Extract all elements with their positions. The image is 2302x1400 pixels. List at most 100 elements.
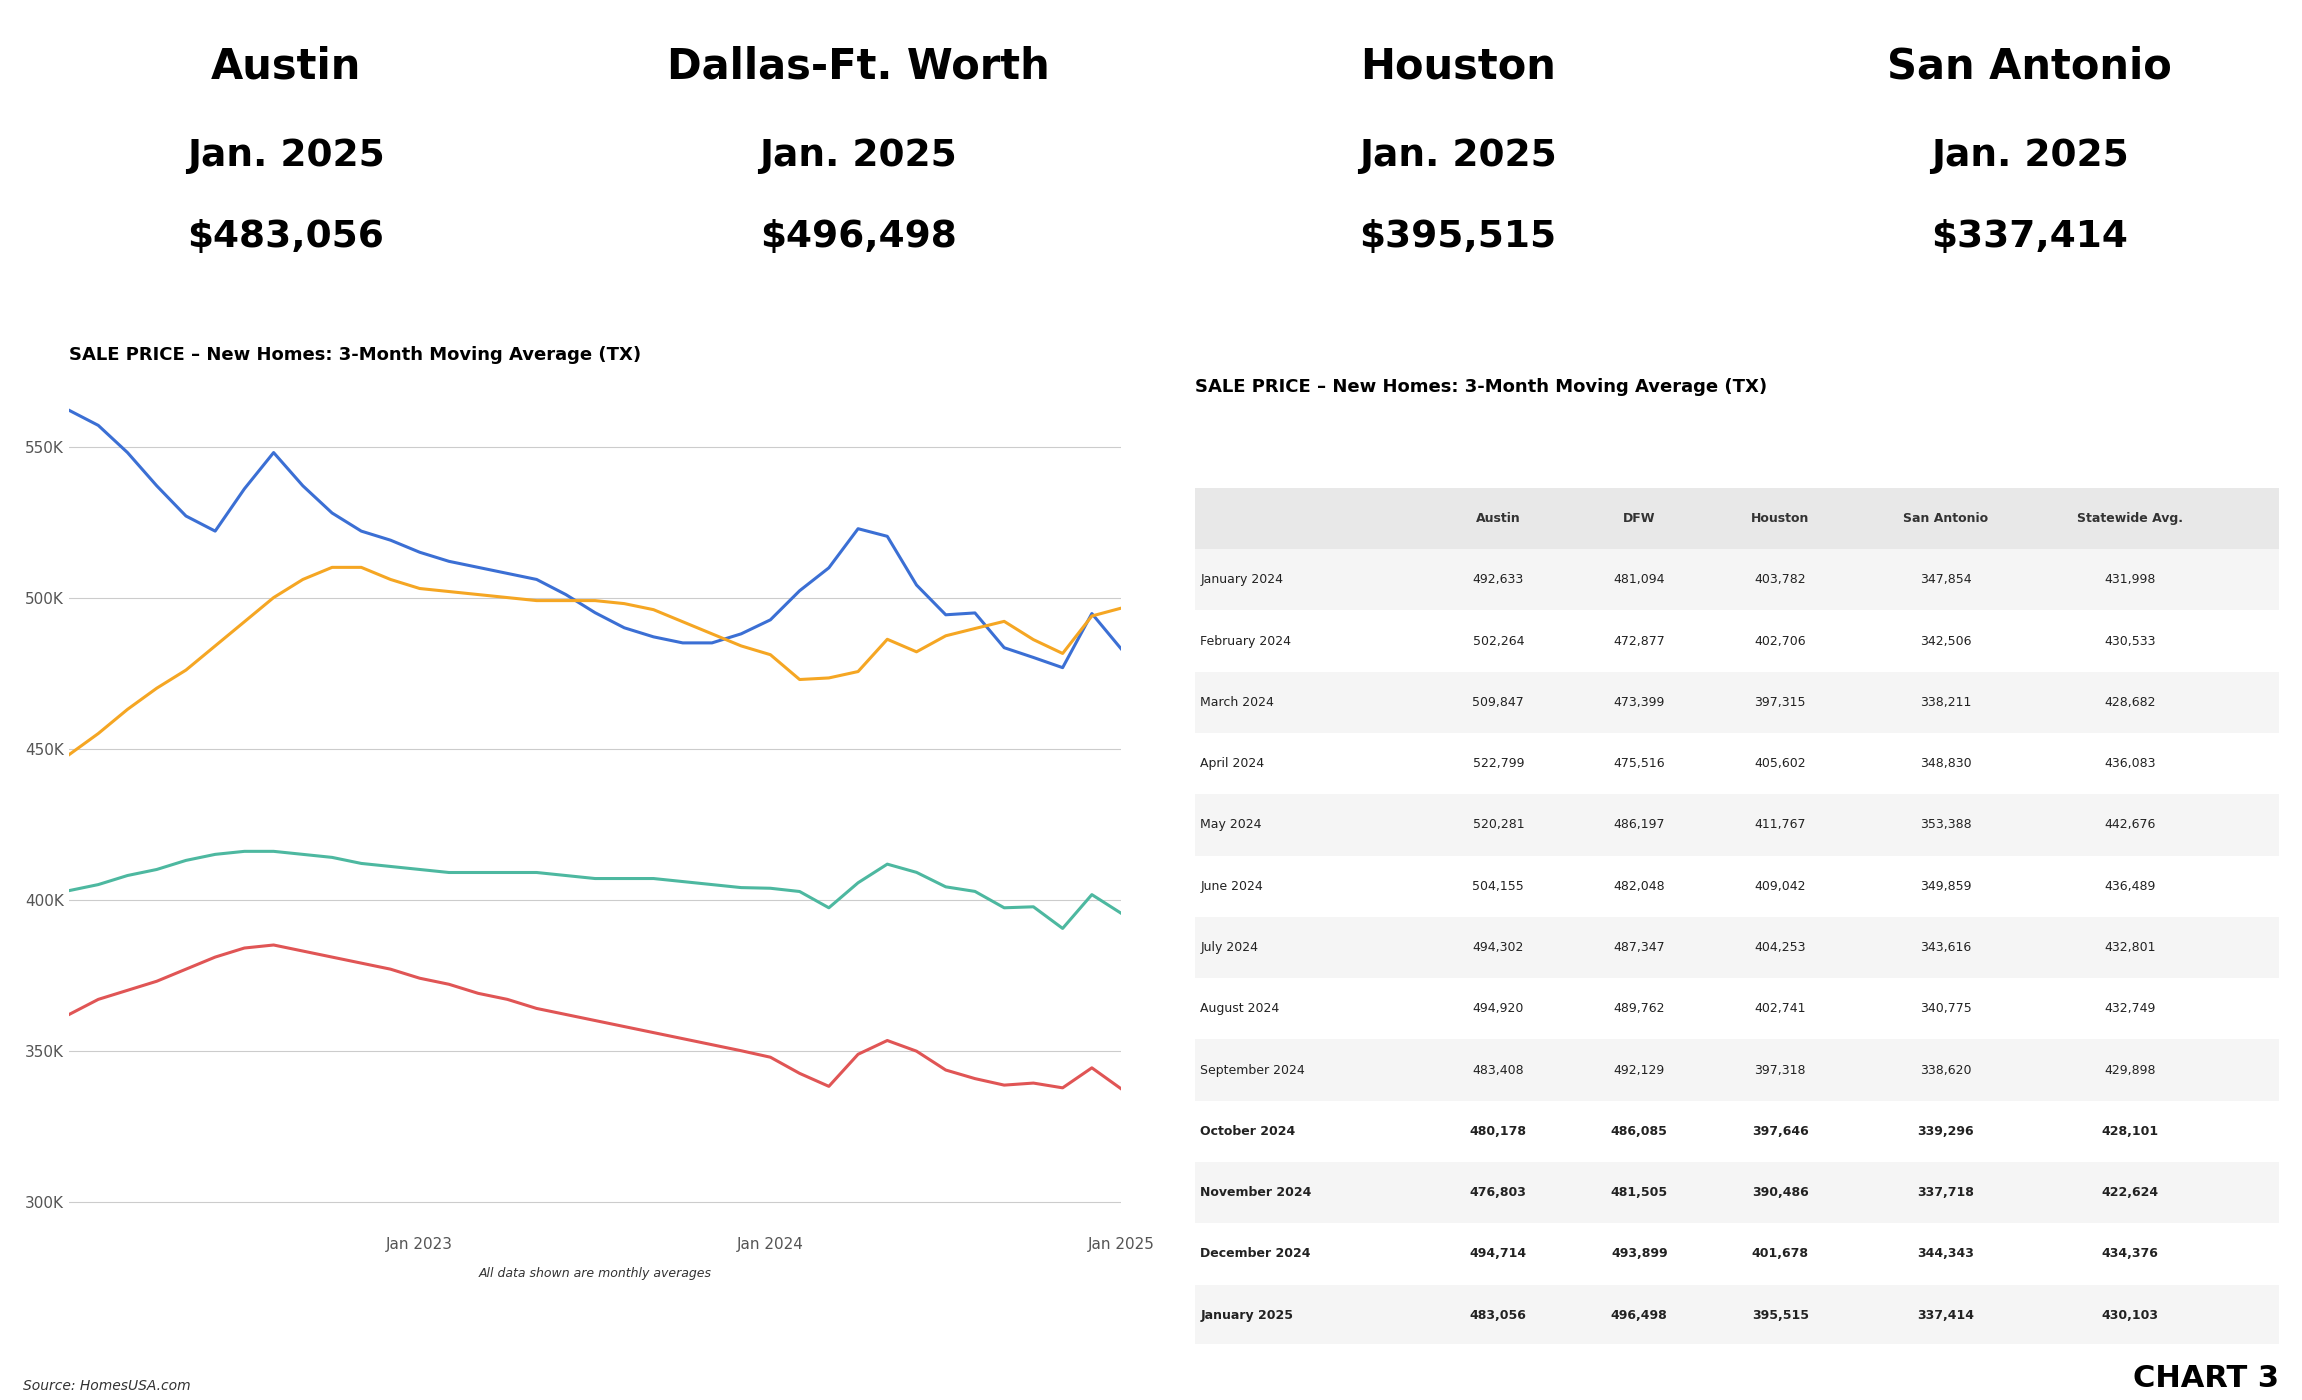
Text: All data shown are monthly averages: All data shown are monthly averages bbox=[479, 1267, 711, 1280]
Text: 504,155: 504,155 bbox=[1473, 879, 1524, 893]
Text: September 2024: September 2024 bbox=[1199, 1064, 1305, 1077]
Text: 343,616: 343,616 bbox=[1920, 941, 1971, 953]
FancyBboxPatch shape bbox=[1195, 487, 2279, 549]
Text: 492,633: 492,633 bbox=[1473, 573, 1524, 587]
Text: 472,877: 472,877 bbox=[1614, 634, 1664, 648]
Text: 390,486: 390,486 bbox=[1752, 1186, 1809, 1200]
Text: 338,620: 338,620 bbox=[1920, 1064, 1971, 1077]
Text: April 2024: April 2024 bbox=[1199, 757, 1264, 770]
Polygon shape bbox=[1904, 304, 2155, 393]
Text: 337,414: 337,414 bbox=[1918, 1309, 1975, 1322]
Text: 397,646: 397,646 bbox=[1752, 1124, 1809, 1138]
Text: Jan. 2025: Jan. 2025 bbox=[1931, 137, 2129, 174]
Text: January 2024: January 2024 bbox=[1199, 573, 1282, 587]
Text: Houston: Houston bbox=[1360, 46, 1556, 88]
Text: 349,859: 349,859 bbox=[1920, 879, 1971, 893]
Text: 492,129: 492,129 bbox=[1614, 1064, 1664, 1077]
Text: 404,253: 404,253 bbox=[1754, 941, 1807, 953]
Text: 475,516: 475,516 bbox=[1614, 757, 1664, 770]
Text: $496,498: $496,498 bbox=[760, 220, 958, 255]
Text: 489,762: 489,762 bbox=[1614, 1002, 1664, 1015]
Polygon shape bbox=[161, 304, 412, 393]
Text: SALE PRICE – New Homes: 3-Month Moving Average (TX): SALE PRICE – New Homes: 3-Month Moving A… bbox=[69, 346, 642, 364]
Text: $395,515: $395,515 bbox=[1358, 220, 1556, 255]
FancyBboxPatch shape bbox=[1195, 794, 2279, 855]
Text: 483,408: 483,408 bbox=[1473, 1064, 1524, 1077]
Text: 482,048: 482,048 bbox=[1614, 879, 1664, 893]
Text: 353,388: 353,388 bbox=[1920, 819, 1971, 832]
Text: 480,178: 480,178 bbox=[1469, 1124, 1526, 1138]
Text: 402,741: 402,741 bbox=[1754, 1002, 1807, 1015]
Text: 476,803: 476,803 bbox=[1471, 1186, 1526, 1200]
Text: January 2025: January 2025 bbox=[1199, 1309, 1294, 1322]
Text: San Antonio: San Antonio bbox=[1888, 46, 2173, 88]
Text: May 2024: May 2024 bbox=[1199, 819, 1261, 832]
Text: 429,898: 429,898 bbox=[2104, 1064, 2155, 1077]
Text: 337,718: 337,718 bbox=[1918, 1186, 1975, 1200]
Text: 395,515: 395,515 bbox=[1752, 1309, 1809, 1322]
Text: 401,678: 401,678 bbox=[1752, 1247, 1809, 1260]
Text: 502,264: 502,264 bbox=[1473, 634, 1524, 648]
Text: 509,847: 509,847 bbox=[1473, 696, 1524, 708]
FancyBboxPatch shape bbox=[1195, 979, 2279, 1039]
Text: 520,281: 520,281 bbox=[1473, 819, 1524, 832]
Text: San Antonio: San Antonio bbox=[1904, 512, 1989, 525]
Text: 403,782: 403,782 bbox=[1754, 573, 1807, 587]
Text: Statewide Avg.: Statewide Avg. bbox=[2076, 512, 2182, 525]
Text: 487,347: 487,347 bbox=[1614, 941, 1664, 953]
Text: 344,343: 344,343 bbox=[1918, 1247, 1975, 1260]
Text: 342,506: 342,506 bbox=[1920, 634, 1971, 648]
Text: 432,749: 432,749 bbox=[2104, 1002, 2155, 1015]
Text: 494,714: 494,714 bbox=[1469, 1247, 1526, 1260]
Text: CHART 3: CHART 3 bbox=[2134, 1364, 2279, 1393]
Text: 496,498: 496,498 bbox=[1611, 1309, 1667, 1322]
FancyBboxPatch shape bbox=[1195, 917, 2279, 979]
Text: $337,414: $337,414 bbox=[1931, 220, 2129, 255]
Text: 347,854: 347,854 bbox=[1920, 573, 1971, 587]
Text: November 2024: November 2024 bbox=[1199, 1186, 1312, 1200]
Text: 483,056: 483,056 bbox=[1471, 1309, 1526, 1322]
Text: 436,083: 436,083 bbox=[2104, 757, 2155, 770]
Text: $483,056: $483,056 bbox=[186, 220, 384, 255]
Text: Source: HomesUSA.com: Source: HomesUSA.com bbox=[23, 1379, 191, 1393]
Text: 486,085: 486,085 bbox=[1611, 1124, 1667, 1138]
Text: December 2024: December 2024 bbox=[1199, 1247, 1310, 1260]
Text: Dallas-Ft. Worth: Dallas-Ft. Worth bbox=[668, 46, 1050, 88]
Text: 481,094: 481,094 bbox=[1614, 573, 1664, 587]
Text: 409,042: 409,042 bbox=[1754, 879, 1807, 893]
FancyBboxPatch shape bbox=[1195, 1162, 2279, 1224]
Text: 338,211: 338,211 bbox=[1920, 696, 1971, 708]
Text: DFW: DFW bbox=[1623, 512, 1655, 525]
Text: 397,315: 397,315 bbox=[1754, 696, 1807, 708]
Text: SALE PRICE – New Homes: 3-Month Moving Average (TX): SALE PRICE – New Homes: 3-Month Moving A… bbox=[1195, 378, 1768, 396]
Text: 339,296: 339,296 bbox=[1918, 1124, 1973, 1138]
Text: March 2024: March 2024 bbox=[1199, 696, 1273, 708]
Text: 428,101: 428,101 bbox=[2102, 1124, 2159, 1138]
FancyBboxPatch shape bbox=[1195, 1224, 2279, 1285]
Text: 442,676: 442,676 bbox=[2104, 819, 2155, 832]
Text: June 2024: June 2024 bbox=[1199, 879, 1264, 893]
Text: Jan. 2025: Jan. 2025 bbox=[760, 137, 958, 174]
Polygon shape bbox=[732, 304, 983, 393]
Text: Houston: Houston bbox=[1752, 512, 1809, 525]
Text: 430,533: 430,533 bbox=[2104, 634, 2155, 648]
Text: 522,799: 522,799 bbox=[1473, 757, 1524, 770]
Text: 494,302: 494,302 bbox=[1473, 941, 1524, 953]
Text: August 2024: August 2024 bbox=[1199, 1002, 1280, 1015]
Text: 397,318: 397,318 bbox=[1754, 1064, 1807, 1077]
Text: 430,103: 430,103 bbox=[2102, 1309, 2159, 1322]
Text: October 2024: October 2024 bbox=[1199, 1124, 1296, 1138]
FancyBboxPatch shape bbox=[1195, 672, 2279, 734]
Text: 481,505: 481,505 bbox=[1611, 1186, 1669, 1200]
Text: 493,899: 493,899 bbox=[1611, 1247, 1667, 1260]
FancyBboxPatch shape bbox=[1195, 1285, 2279, 1345]
Text: 434,376: 434,376 bbox=[2102, 1247, 2159, 1260]
Text: February 2024: February 2024 bbox=[1199, 634, 1291, 648]
Text: 486,197: 486,197 bbox=[1614, 819, 1664, 832]
Text: 473,399: 473,399 bbox=[1614, 696, 1664, 708]
Text: 405,602: 405,602 bbox=[1754, 757, 1807, 770]
Text: 422,624: 422,624 bbox=[2102, 1186, 2159, 1200]
Text: Austin: Austin bbox=[212, 46, 361, 88]
FancyBboxPatch shape bbox=[1195, 1039, 2279, 1100]
Polygon shape bbox=[1333, 304, 1584, 393]
